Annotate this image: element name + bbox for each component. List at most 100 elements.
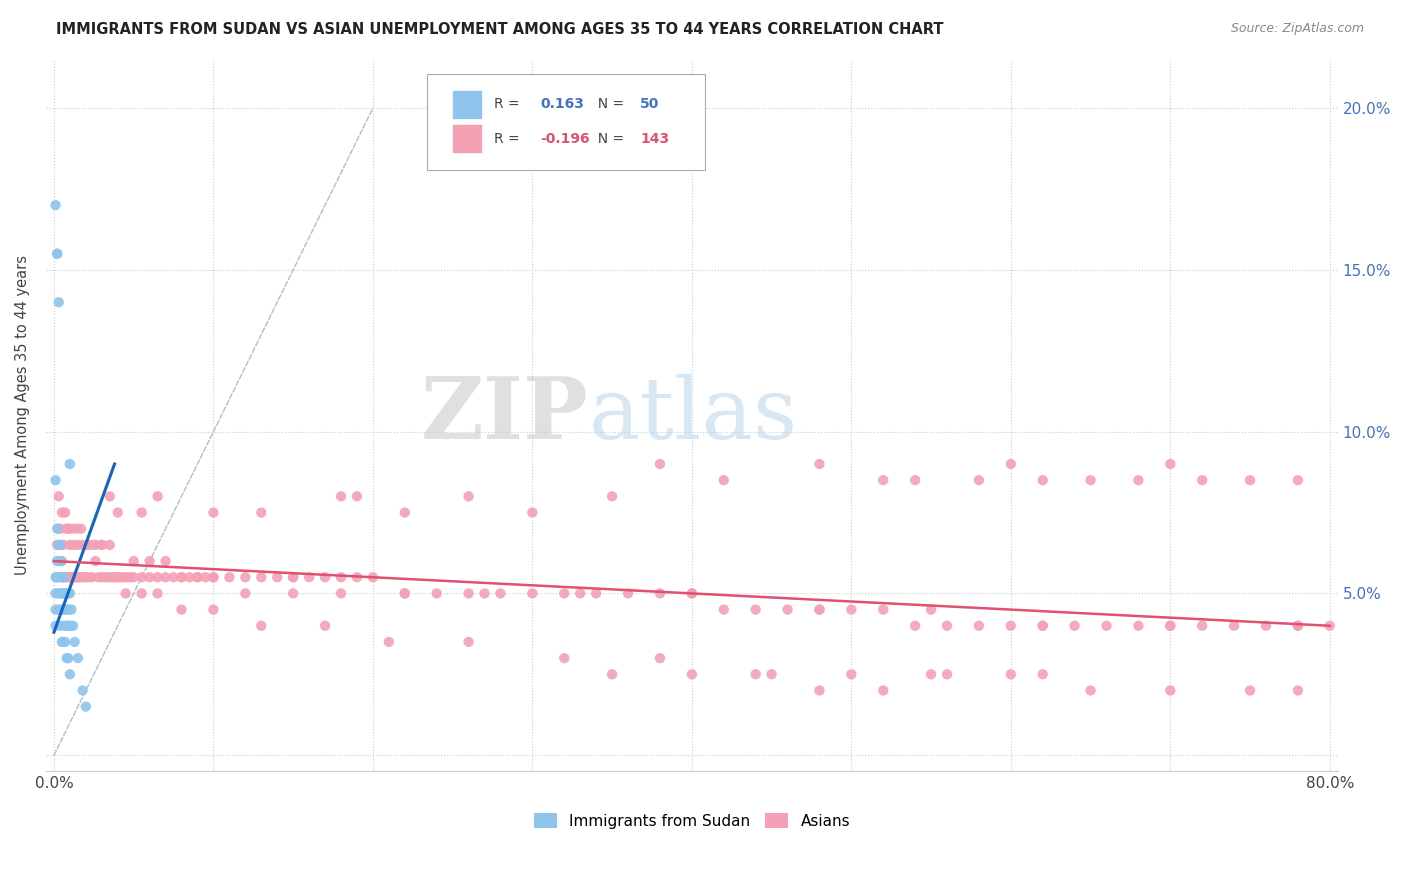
Point	[131, 506, 153, 520]
Point	[55, 651, 77, 665]
Point	[553, 586, 575, 600]
Point	[75, 570, 97, 584]
Point	[1159, 683, 1181, 698]
Point	[1239, 473, 1261, 487]
Point	[146, 489, 169, 503]
Point	[53, 619, 76, 633]
Point	[46, 246, 69, 260]
Point	[648, 457, 671, 471]
Point	[63, 570, 86, 584]
Point	[330, 586, 353, 600]
Point	[53, 586, 76, 600]
Point	[1063, 619, 1085, 633]
Point	[48, 602, 70, 616]
Point	[600, 489, 623, 503]
Point	[72, 570, 94, 584]
Point	[59, 457, 82, 471]
Point	[250, 619, 273, 633]
Point	[52, 538, 75, 552]
Point	[60, 522, 83, 536]
Point	[426, 586, 449, 600]
Point	[58, 602, 80, 616]
Point	[49, 522, 72, 536]
Point	[1286, 683, 1309, 698]
Point	[170, 602, 193, 616]
Point	[872, 602, 894, 616]
Text: atlas: atlas	[589, 374, 797, 457]
Point	[55, 570, 77, 584]
Point	[48, 570, 70, 584]
Point	[936, 619, 959, 633]
Text: R =: R =	[495, 97, 524, 112]
Point	[202, 570, 225, 584]
Point	[617, 586, 640, 600]
Legend: Immigrants from Sudan, Asians: Immigrants from Sudan, Asians	[527, 806, 856, 835]
Point	[744, 667, 766, 681]
Point	[233, 586, 256, 600]
Point	[45, 198, 67, 212]
Point	[474, 586, 496, 600]
Point	[967, 473, 990, 487]
Point	[1032, 619, 1054, 633]
Point	[904, 473, 927, 487]
Point	[70, 570, 93, 584]
Point	[522, 506, 544, 520]
Point	[138, 570, 160, 584]
Point	[131, 570, 153, 584]
Point	[46, 554, 69, 568]
Point	[45, 473, 67, 487]
Point	[52, 602, 75, 616]
Point	[808, 602, 831, 616]
Point	[330, 570, 353, 584]
Point	[1080, 473, 1102, 487]
Point	[713, 473, 735, 487]
Point	[52, 586, 75, 600]
Point	[1286, 619, 1309, 633]
Point	[49, 538, 72, 552]
Point	[46, 246, 69, 260]
Point	[120, 570, 142, 584]
Text: IMMIGRANTS FROM SUDAN VS ASIAN UNEMPLOYMENT AMONG AGES 35 TO 44 YEARS CORRELATIO: IMMIGRANTS FROM SUDAN VS ASIAN UNEMPLOYM…	[56, 22, 943, 37]
Point	[457, 635, 479, 649]
Point	[49, 619, 72, 633]
Point	[1159, 457, 1181, 471]
Text: -0.196: -0.196	[541, 132, 591, 145]
FancyBboxPatch shape	[427, 74, 704, 169]
Point	[58, 570, 80, 584]
Point	[1319, 619, 1341, 633]
Point	[1080, 683, 1102, 698]
Text: N =: N =	[589, 132, 628, 145]
Point	[1191, 619, 1213, 633]
Point	[112, 570, 135, 584]
Point	[761, 667, 783, 681]
Point	[107, 506, 129, 520]
Point	[49, 554, 72, 568]
Point	[45, 570, 67, 584]
Point	[162, 570, 184, 584]
Point	[59, 667, 82, 681]
Point	[107, 570, 129, 584]
Point	[250, 506, 273, 520]
Point	[66, 651, 89, 665]
Point	[107, 570, 129, 584]
Point	[55, 602, 77, 616]
Point	[82, 570, 104, 584]
Point	[94, 570, 117, 584]
Point	[872, 683, 894, 698]
Point	[1254, 619, 1277, 633]
Point	[681, 667, 703, 681]
Point	[122, 554, 145, 568]
Point	[70, 522, 93, 536]
Point	[49, 538, 72, 552]
Point	[62, 538, 84, 552]
Point	[872, 473, 894, 487]
Point	[114, 586, 136, 600]
Point	[1286, 473, 1309, 487]
Point	[346, 489, 368, 503]
Point	[250, 570, 273, 584]
Point	[967, 619, 990, 633]
Point	[90, 538, 112, 552]
Point	[146, 570, 169, 584]
Point	[1000, 457, 1022, 471]
Point	[1159, 619, 1181, 633]
